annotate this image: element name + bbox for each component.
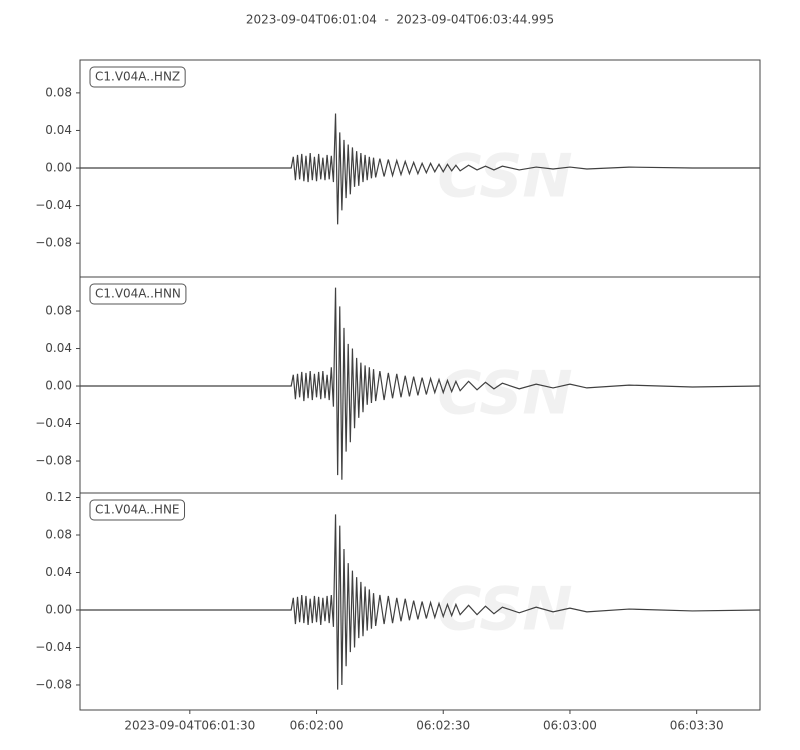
x-tick-label: 06:03:30 <box>670 719 724 733</box>
x-tick-label: 06:02:00 <box>290 719 344 733</box>
watermark: CSN <box>437 575 572 645</box>
y-tick-label: 0.08 <box>45 304 72 318</box>
trace-label-text: C1.V04A..HNN <box>95 287 181 301</box>
watermark: CSN <box>437 359 572 429</box>
y-tick-label: 0.00 <box>45 161 72 175</box>
trace-label: C1.V04A..HNZ <box>89 66 186 88</box>
watermark: CSN <box>437 142 572 212</box>
y-tick-label: 0.00 <box>45 602 72 616</box>
trace-label: C1.V04A..HNN <box>89 283 187 305</box>
x-tick-label: 06:03:00 <box>543 719 597 733</box>
figure-title: 2023-09-04T06:01:04 - 2023-09-04T06:03:4… <box>246 13 554 27</box>
y-tick-label: −0.08 <box>35 454 72 468</box>
y-tick-label: −0.04 <box>35 416 72 430</box>
trace-label: C1.V04A..HNE <box>89 499 186 521</box>
y-tick-label: 0.04 <box>45 565 72 579</box>
y-tick-label: 0.08 <box>45 527 72 541</box>
x-tick-label: 06:02:30 <box>416 719 470 733</box>
y-tick-label: −0.04 <box>35 198 72 212</box>
y-tick-label: −0.08 <box>35 236 72 250</box>
y-tick-label: −0.04 <box>35 640 72 654</box>
y-tick-label: 0.04 <box>45 341 72 355</box>
waveform <box>80 113 760 225</box>
y-tick-label: 0.04 <box>45 123 72 137</box>
trace-label-box <box>89 499 186 521</box>
x-tick-label: 2023-09-04T06:01:30 <box>124 719 255 733</box>
y-tick-label: 0.12 <box>45 490 72 504</box>
trace-label-text: C1.V04A..HNZ <box>95 70 180 84</box>
y-tick-label: 0.00 <box>45 379 72 393</box>
axes-frame <box>79 492 761 711</box>
y-tick-label: −0.08 <box>35 677 72 691</box>
trace-label-box <box>89 283 187 305</box>
trace-label-text: C1.V04A..HNE <box>95 503 180 517</box>
trace-label-box <box>89 66 186 88</box>
y-tick-label: 0.08 <box>45 85 72 99</box>
waveform <box>80 287 761 480</box>
waveform <box>80 514 761 690</box>
